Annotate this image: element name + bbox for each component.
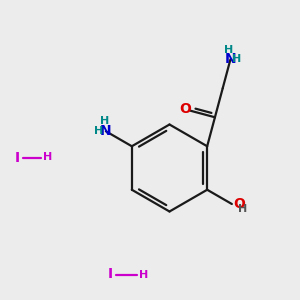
- Text: H: H: [139, 269, 148, 280]
- Text: H: H: [43, 152, 52, 163]
- Text: H: H: [100, 116, 109, 126]
- Text: H: H: [232, 54, 242, 64]
- Text: N: N: [225, 52, 236, 66]
- Text: O: O: [233, 197, 244, 211]
- Text: I: I: [107, 268, 112, 281]
- Text: H: H: [94, 126, 104, 136]
- Text: H: H: [238, 204, 247, 214]
- Text: N: N: [100, 124, 112, 138]
- Text: H: H: [224, 44, 234, 55]
- Text: I: I: [14, 151, 20, 164]
- Text: O: O: [179, 102, 191, 116]
